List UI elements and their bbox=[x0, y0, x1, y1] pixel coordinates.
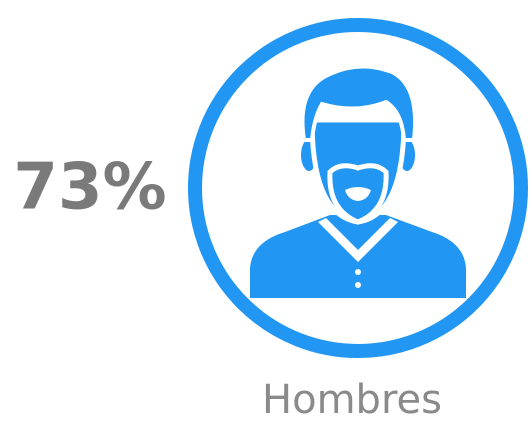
ring bbox=[188, 18, 528, 358]
mouth bbox=[345, 187, 371, 201]
button bbox=[355, 269, 361, 275]
hair bbox=[300, 64, 417, 142]
label: Hombres bbox=[262, 377, 442, 421]
percentage: 73% bbox=[13, 151, 166, 225]
collar bbox=[318, 218, 398, 262]
man-icon bbox=[250, 64, 466, 298]
button bbox=[355, 282, 361, 288]
